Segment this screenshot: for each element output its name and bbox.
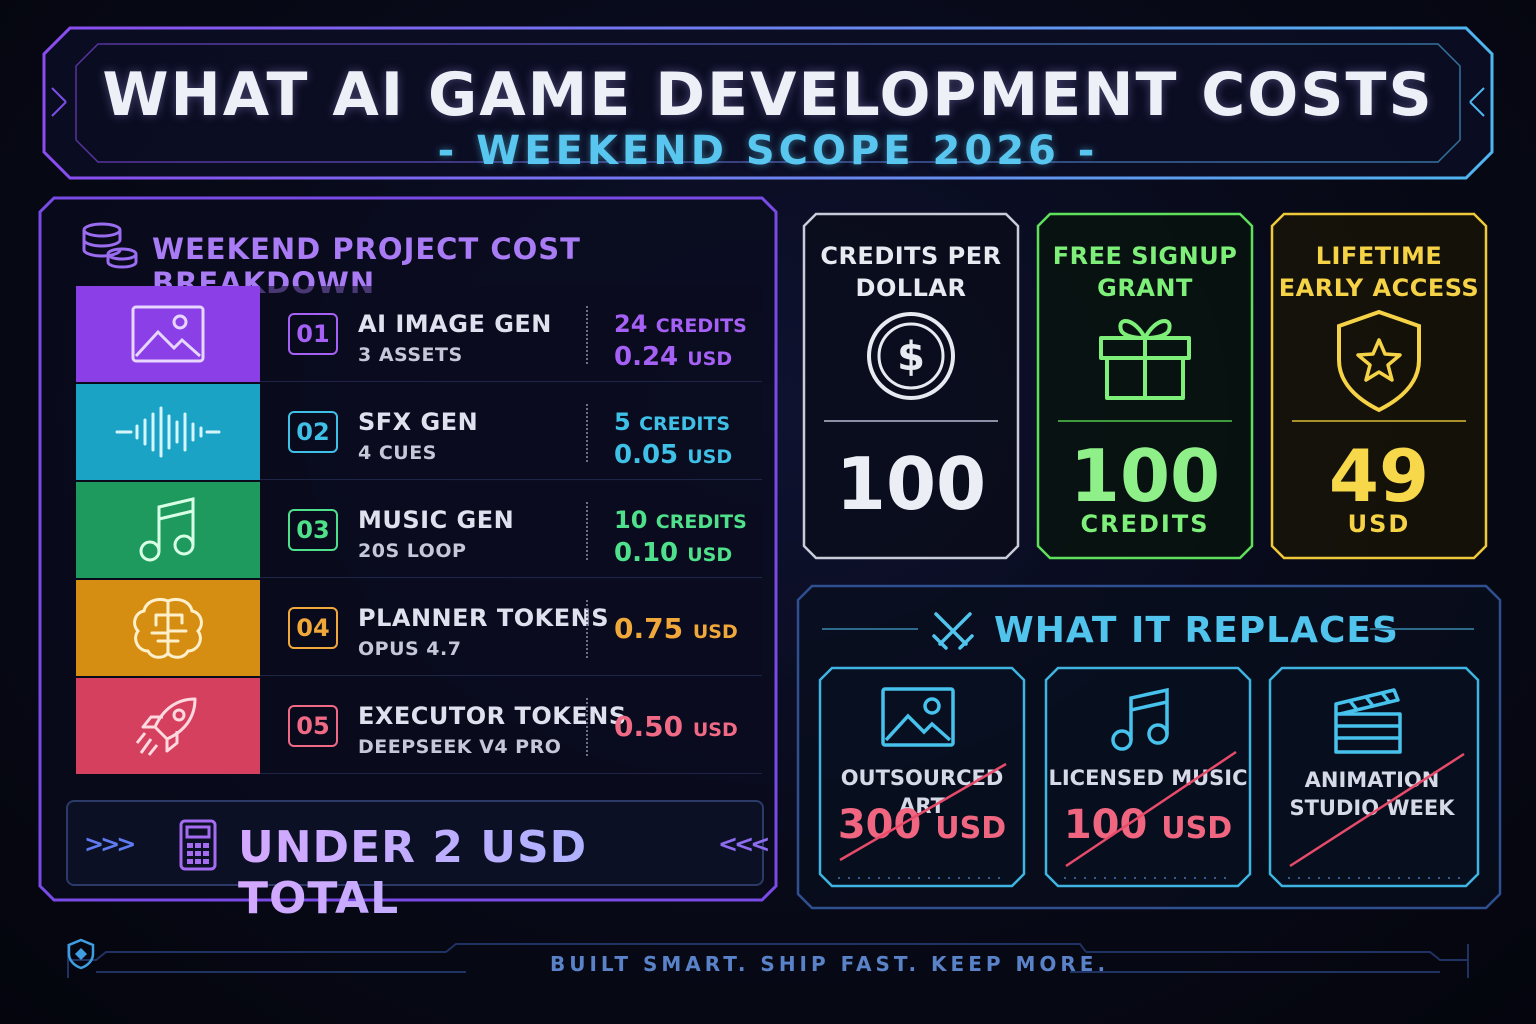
strikethrough-line	[1065, 750, 1237, 868]
stat-value: 100	[835, 442, 987, 526]
dollar-coin-icon: $	[867, 312, 955, 400]
stat-unit: CREDITS	[1080, 510, 1210, 538]
row-number: 02	[288, 411, 338, 453]
row-number: 01	[288, 313, 338, 355]
replace-label: ANIMATION	[1304, 768, 1440, 792]
svg-text:$: $	[897, 334, 925, 380]
stat-divider	[824, 420, 998, 422]
stat-label: GRANT	[1097, 274, 1193, 302]
row-credits: 24 CREDITS	[614, 310, 747, 338]
music-note-icon	[139, 497, 195, 562]
header: WHAT AI GAME DEVELOPMENT COSTS - WEEKEND…	[40, 24, 1496, 182]
row-color-block	[76, 580, 260, 676]
stat-divider	[1058, 420, 1232, 422]
stat-divider	[1292, 420, 1466, 422]
page-subtitle: - WEEKEND SCOPE 2026 -	[437, 128, 1099, 174]
replace-price: 300 USD	[837, 802, 1007, 848]
row-name: EXECUTOR TOKENS	[358, 702, 627, 730]
stat-value: 100	[1069, 434, 1221, 518]
rocket-icon	[135, 697, 197, 756]
replaces-panel: WHAT IT REPLACES OUTSOURCED ART 300 USD	[796, 584, 1502, 910]
breakdown-row-image-gen: 01 AI IMAGE GEN 3 ASSETS 24 CREDITS 0.24…	[76, 286, 762, 382]
replace-label: OUTSOURCED ART	[840, 766, 1004, 818]
row-sub: 20S LOOP	[358, 540, 467, 562]
row-usd: 0.50 USD	[614, 710, 738, 743]
stat-card-lifetime-early-access: LIFETIME EARLY ACCESS 49 USD	[1270, 212, 1488, 560]
row-number: 03	[288, 509, 338, 551]
breakdown-row-planner-tokens: 04 PLANNER TOKENS OPUS 4.7 0.75 USD	[76, 580, 762, 676]
stat-label: EARLY ACCESS	[1278, 274, 1480, 302]
stat-label: FREE SIGNUP	[1052, 242, 1238, 270]
clapperboard-icon	[1334, 688, 1402, 754]
stat-value: 49	[1328, 434, 1430, 518]
row-name: SFX GEN	[358, 408, 479, 436]
breakdown-list: 01 AI IMAGE GEN 3 ASSETS 24 CREDITS 0.24…	[76, 286, 762, 786]
row-divider	[586, 306, 588, 364]
replace-card-licensed-music: LICENSED MUSIC 100 USD	[1044, 666, 1252, 888]
row-usd: 0.24 USD	[614, 342, 733, 372]
brain-icon	[133, 597, 203, 659]
footer-tagline: BUILT SMART. SHIP FAST. KEEP MORE.	[550, 952, 1110, 976]
waveform-icon	[115, 406, 221, 458]
stat-label: CREDITS PER	[820, 242, 1002, 270]
music-note-icon	[1111, 687, 1169, 751]
row-number: 04	[288, 607, 338, 649]
row-credits: 5 CREDITS	[614, 408, 731, 436]
replaces-title: WHAT IT REPLACES	[994, 610, 1399, 651]
stat-card-credits-per-dollar: CREDITS PER DOLLAR $ 100	[802, 212, 1020, 560]
row-color-block	[76, 678, 260, 774]
crossed-swords-icon	[932, 612, 974, 650]
row-name: PLANNER TOKENS	[358, 604, 609, 632]
row-color-block	[76, 482, 260, 578]
stat-label: DOLLAR	[855, 274, 967, 302]
row-divider	[586, 404, 588, 462]
chevrons-right-icon: >>>	[84, 830, 136, 858]
row-usd: 0.75 USD	[614, 612, 738, 645]
strikethrough-line	[1289, 752, 1465, 868]
breakdown-row-sfx-gen: 02 SFX GEN 4 CUES 5 CREDITS 0.05 USD	[76, 384, 762, 480]
page-title: WHAT AI GAME DEVELOPMENT COSTS	[102, 60, 1434, 130]
row-sub: 4 CUES	[358, 442, 437, 464]
shield-star-icon	[1337, 309, 1421, 413]
row-sub: 3 ASSETS	[358, 344, 463, 366]
row-credits: 10 CREDITS	[614, 506, 747, 534]
header-frame	[42, 26, 1494, 180]
coins-icon	[82, 222, 138, 269]
strikethrough-line	[839, 762, 1007, 862]
row-usd: 0.05 USD	[614, 440, 733, 470]
chevrons-left-icon: <<<	[718, 830, 770, 858]
row-color-block	[76, 384, 260, 480]
row-divider	[586, 698, 588, 756]
breakdown-row-music-gen: 03 MUSIC GEN 20S LOOP 10 CREDITS 0.10 US…	[76, 482, 762, 578]
row-sub: DEEPSEEK V4 PRO	[358, 736, 562, 758]
footer: BUILT SMART. SHIP FAST. KEEP MORE.	[66, 938, 1470, 988]
stat-unit: USD	[1347, 510, 1411, 538]
total-label: UNDER 2 USD TOTAL	[238, 822, 762, 924]
calculator-icon	[179, 819, 217, 871]
image-icon	[131, 305, 205, 363]
row-number: 05	[288, 705, 338, 747]
total-box: >>> UNDER 2 USD TOTAL <<<	[66, 800, 770, 924]
row-color-block	[76, 286, 260, 382]
replace-card-outsourced-art: OUTSOURCED ART 300 USD	[818, 666, 1026, 888]
replace-card-animation-studio: ANIMATION STUDIO WEEK	[1268, 666, 1480, 888]
replace-label: STUDIO WEEK	[1289, 796, 1455, 820]
row-sub: OPUS 4.7	[358, 638, 462, 660]
cost-breakdown-panel: WEEKEND PROJECT COST BREAKDOWN 01 AI IMA…	[38, 196, 778, 924]
row-usd: 0.10 USD	[614, 538, 733, 568]
replace-label: LICENSED MUSIC	[1048, 766, 1248, 790]
gift-icon	[1099, 319, 1191, 400]
shield-icon	[67, 938, 95, 970]
image-icon	[881, 687, 955, 747]
row-name: MUSIC GEN	[358, 506, 515, 534]
stat-label: LIFETIME	[1315, 242, 1443, 270]
row-divider	[586, 600, 588, 658]
footer-frame	[67, 943, 1469, 978]
row-name: AI IMAGE GEN	[358, 310, 552, 338]
stat-card-free-signup-grant: FREE SIGNUP GRANT 100 CREDITS	[1036, 212, 1254, 560]
row-divider	[586, 502, 588, 560]
breakdown-row-executor-tokens: 05 EXECUTOR TOKENS DEEPSEEK V4 PRO 0.50 …	[76, 678, 762, 774]
